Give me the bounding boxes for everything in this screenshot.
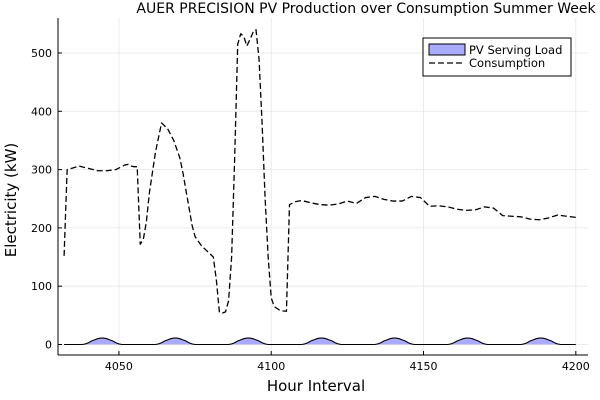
y-axis-label: Electricity (kW)	[2, 143, 20, 258]
legend-label-consumption: Consumption	[469, 56, 545, 70]
chart-title: AUER PRECISION PV Production over Consum…	[136, 1, 596, 17]
x-tick-label: 4200	[562, 360, 590, 373]
y-tick-label: 500	[31, 47, 52, 60]
y-tick-label: 400	[31, 105, 52, 118]
x-tick-label: 4050	[105, 360, 133, 373]
x-axis-label: Hour Interval	[267, 377, 365, 395]
x-tick-label: 4100	[257, 360, 285, 373]
y-tick-label: 300	[31, 164, 52, 177]
y-tick-label: 100	[31, 280, 52, 293]
tick-labels: 4050 4100 4150 4200 0 100 200 300 400 500	[31, 47, 590, 373]
plot-area	[63, 29, 576, 346]
pv-serving-load-line	[64, 337, 576, 346]
consumption-line	[63, 29, 576, 314]
x-tick-label: 4150	[410, 360, 438, 373]
legend: PV Serving Load Consumption	[422, 37, 572, 77]
axes	[57, 18, 588, 356]
y-tick-label: 200	[31, 222, 52, 235]
legend-label-pv: PV Serving Load	[469, 43, 562, 57]
y-tick-label: 0	[45, 339, 52, 352]
legend-swatch-pv	[428, 43, 466, 56]
pv-serving-load-area	[64, 338, 576, 345]
